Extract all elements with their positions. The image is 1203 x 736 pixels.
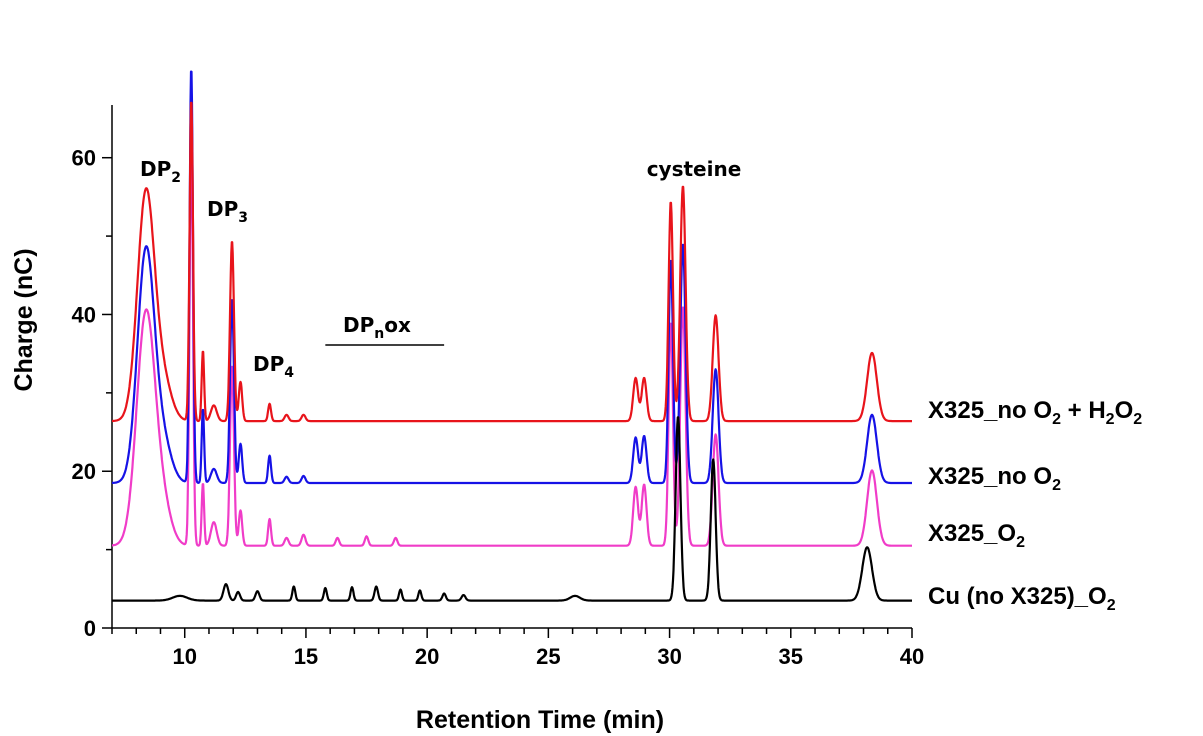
y-axis-title: Charge (nC) [10, 248, 38, 391]
series-label-no-o2: X325_no O2 [928, 463, 1061, 494]
y-tick-label: 0 [84, 616, 96, 641]
annotation-dp4: DP4 [253, 352, 294, 381]
traces [111, 70, 913, 602]
series-label-o2: X325_O2 [928, 520, 1025, 551]
series-line-2 [111, 141, 913, 547]
x-tick-label: 40 [900, 644, 924, 669]
x-tick-label: 30 [657, 644, 681, 669]
y-tick-label: 40 [72, 302, 96, 327]
x-tick-label: 20 [415, 644, 439, 669]
y-ticks: 0 20 40 60 [72, 146, 112, 641]
x-ticks: 10 15 20 25 30 35 40 [111, 628, 924, 669]
axes: 10 15 20 25 30 35 40 0 20 40 60 [72, 105, 924, 669]
y-tick-label: 60 [72, 146, 96, 171]
series-line-1 [111, 70, 913, 485]
x-tick-label: 10 [172, 644, 196, 669]
y-tick-label: 20 [72, 459, 96, 484]
annotation-dp3: DP3 [207, 197, 248, 226]
x-tick-label: 15 [294, 644, 318, 669]
annotation-cysteine: cysteine [647, 157, 742, 181]
series-line-3 [111, 416, 913, 602]
annotation-dpnox: DPnox [343, 313, 411, 342]
series-label-cu: Cu (no X325)_O2 [928, 583, 1116, 614]
x-tick-label: 35 [779, 644, 803, 669]
series-label-h2o2: X325_no O2 + H2O2 [928, 397, 1142, 428]
series-line-0 [111, 101, 913, 423]
x-tick-label: 25 [536, 644, 560, 669]
annotation-dp2: DP2 [140, 157, 181, 186]
x-axis-title: Retention Time (min) [416, 706, 664, 734]
